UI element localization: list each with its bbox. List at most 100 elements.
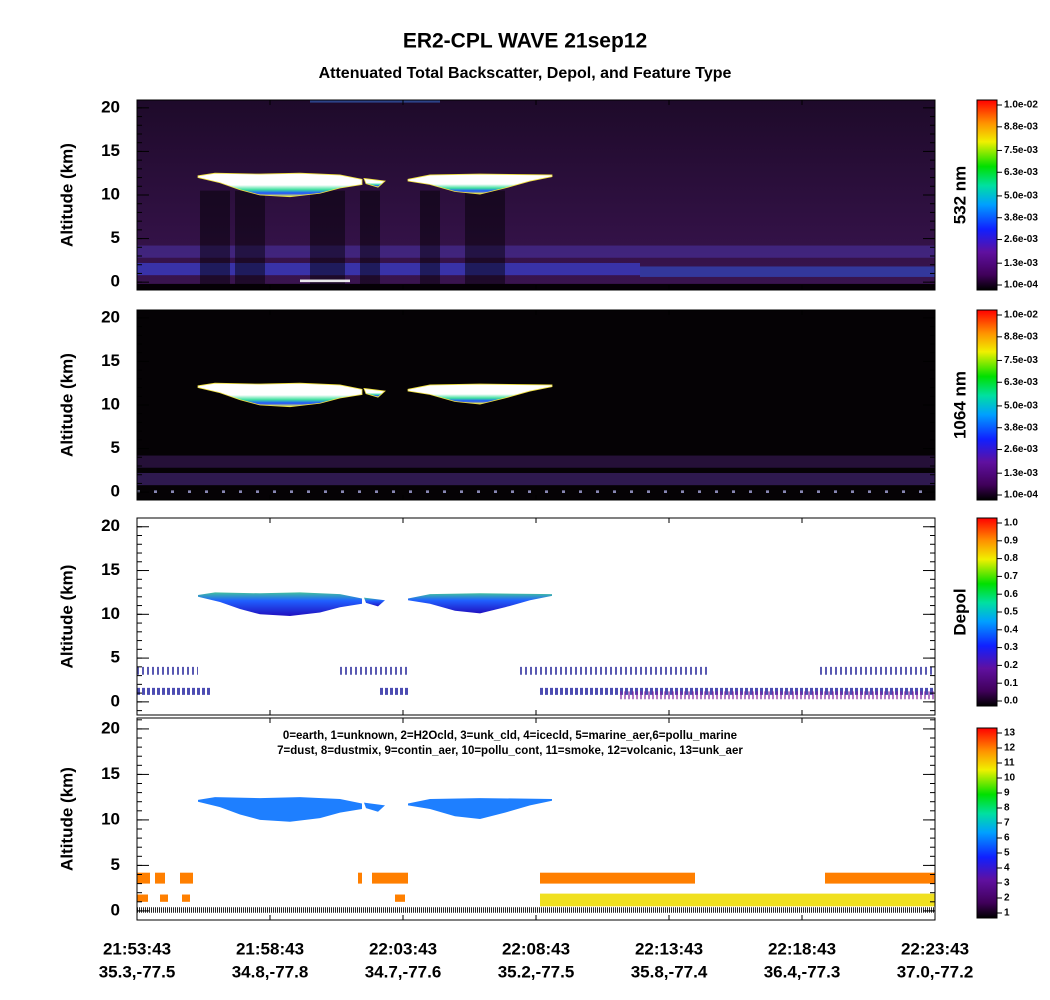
cloud-shadow bbox=[200, 190, 230, 287]
aerosol-layer bbox=[137, 245, 935, 258]
colorbar-tick-label: 3.8e-03 bbox=[1004, 212, 1038, 223]
colorbar-tick-label: 1.0e-02 bbox=[1004, 310, 1038, 321]
aerosol-layer bbox=[160, 894, 168, 902]
colorbar-tick-label: 10 bbox=[1004, 773, 1016, 784]
colorbar-tick-label: 1.0e-04 bbox=[1004, 280, 1038, 291]
y-tick-label: 20 bbox=[101, 718, 120, 737]
colorbar-tick-label: 2 bbox=[1004, 893, 1010, 904]
colorbar-tick-label: 4 bbox=[1004, 863, 1010, 874]
cloud-shadow bbox=[360, 190, 380, 287]
plot-background bbox=[137, 518, 935, 715]
x-tick-sublabel: 35.2,-77.5 bbox=[498, 962, 575, 981]
x-tick-label: 21:58:43 bbox=[236, 939, 304, 958]
y-tick-label: 20 bbox=[101, 97, 120, 116]
colorbar-tick-label: 0.8 bbox=[1004, 553, 1018, 564]
cloud bbox=[363, 177, 386, 188]
colorbar-tick-label: 5 bbox=[1004, 848, 1010, 859]
colorbar-tick-label: 8.8e-03 bbox=[1004, 331, 1038, 342]
colorbar-tick-label: 3 bbox=[1004, 878, 1010, 889]
cloud bbox=[364, 597, 385, 607]
colorbar-tick-label: 6.3e-03 bbox=[1004, 167, 1038, 178]
aerosol-layer bbox=[372, 872, 408, 884]
annotation: 7=dust, 8=dustmix, 9=contin_aer, 10=poll… bbox=[277, 745, 743, 757]
y-tick-label: 10 bbox=[101, 394, 120, 413]
y-tick-label: 20 bbox=[101, 516, 120, 535]
x-tick-label: 22:03:43 bbox=[369, 939, 437, 958]
aerosol-layer bbox=[358, 872, 362, 884]
cloud bbox=[408, 593, 552, 614]
colorbar-tick-label: 0.9 bbox=[1004, 535, 1018, 546]
y-tick-label: 10 bbox=[101, 809, 120, 828]
aerosol-layer bbox=[137, 262, 640, 276]
colorbar-tick-label: 12 bbox=[1004, 743, 1016, 754]
colorbar-tick-label: 0.3 bbox=[1004, 642, 1018, 653]
colorbar-tick-label: 1.3e-03 bbox=[1004, 468, 1038, 479]
colorbar-tick-label: 0.1 bbox=[1004, 678, 1018, 689]
colorbar-tick-label: 0.2 bbox=[1004, 660, 1018, 671]
plot-background bbox=[137, 310, 935, 500]
cloud bbox=[407, 173, 553, 195]
x-tick-sublabel: 36.4,-77.3 bbox=[764, 962, 841, 981]
x-tick-sublabel: 34.8,-77.8 bbox=[232, 962, 309, 981]
colorbar bbox=[976, 309, 998, 501]
y-axis-label: Altitude (km) bbox=[57, 353, 76, 457]
y-tick-label: 5 bbox=[111, 438, 120, 457]
y-tick-label: 5 bbox=[111, 648, 120, 667]
y-tick-label: 5 bbox=[111, 228, 120, 247]
colorbar bbox=[976, 727, 998, 919]
y-tick-label: 10 bbox=[101, 604, 120, 623]
aerosol-layer bbox=[137, 455, 935, 468]
colorbar-tick-label: 9 bbox=[1004, 788, 1010, 799]
colorbar-tick-label: 8 bbox=[1004, 803, 1010, 814]
aerosol-layer bbox=[540, 893, 935, 907]
colorbar-tick-label: 0.6 bbox=[1004, 589, 1018, 600]
x-tick-label: 21:53:43 bbox=[103, 939, 171, 958]
colorbar bbox=[976, 99, 998, 291]
aerosol-layer bbox=[137, 472, 935, 486]
colorbar-label: 1064 nm bbox=[950, 371, 969, 439]
y-tick-label: 0 bbox=[111, 900, 120, 919]
colorbar-tick-label: 7 bbox=[1004, 818, 1010, 829]
cloud bbox=[363, 387, 386, 398]
aerosol-layer bbox=[540, 872, 695, 884]
y-tick-label: 5 bbox=[111, 855, 120, 874]
colorbar-tick-label: 1.0e-02 bbox=[1004, 100, 1038, 111]
colorbar-label: 532 nm bbox=[950, 166, 969, 225]
x-tick-label: 22:13:43 bbox=[635, 939, 703, 958]
colorbar-tick-label: 0.7 bbox=[1004, 571, 1018, 582]
y-tick-label: 0 bbox=[111, 272, 120, 291]
y-tick-label: 10 bbox=[101, 184, 120, 203]
colorbar-tick-label: 1.3e-03 bbox=[1004, 258, 1038, 269]
aerosol-layer bbox=[395, 894, 405, 902]
cloud bbox=[407, 383, 553, 405]
colorbar-tick-label: 1.0e-04 bbox=[1004, 490, 1038, 501]
aerosol-layer bbox=[155, 872, 165, 884]
cloud bbox=[197, 382, 363, 408]
y-tick-label: 0 bbox=[111, 482, 120, 501]
cloud bbox=[408, 798, 552, 819]
x-tick-label: 22:23:43 bbox=[901, 939, 969, 958]
y-tick-label: 15 bbox=[101, 351, 120, 370]
colorbar-tick-label: 2.6e-03 bbox=[1004, 234, 1038, 245]
cloud bbox=[197, 172, 363, 198]
colorbar-tick-label: 8.8e-03 bbox=[1004, 121, 1038, 132]
colorbar-tick-label: 6.3e-03 bbox=[1004, 377, 1038, 388]
y-tick-label: 15 bbox=[101, 764, 120, 783]
cloud-shadow bbox=[235, 190, 265, 287]
annotation: 0=earth, 1=unknown, 2=H2Ocld, 3=unk_cld,… bbox=[283, 730, 737, 742]
aerosol-layer bbox=[182, 894, 190, 902]
aerosol-layer bbox=[640, 266, 935, 277]
cloud-shadow bbox=[420, 190, 440, 287]
high-layer bbox=[310, 100, 440, 103]
cloud-shadow bbox=[310, 190, 345, 287]
colorbar-tick-label: 3.8e-03 bbox=[1004, 422, 1038, 433]
x-tick-sublabel: 37.0,-77.2 bbox=[897, 962, 974, 981]
colorbar-tick-label: 5.0e-03 bbox=[1004, 401, 1038, 412]
x-tick-sublabel: 35.3,-77.5 bbox=[99, 962, 176, 981]
chart-subtitle: Attenuated Total Backscatter, Depol, and… bbox=[319, 65, 732, 82]
colorbar-tick-label: 6 bbox=[1004, 833, 1010, 844]
y-tick-label: 20 bbox=[101, 307, 120, 326]
colorbar bbox=[976, 517, 998, 707]
colorbar-tick-label: 0.0 bbox=[1004, 696, 1018, 707]
colorbar-tick-label: 1 bbox=[1004, 908, 1010, 919]
